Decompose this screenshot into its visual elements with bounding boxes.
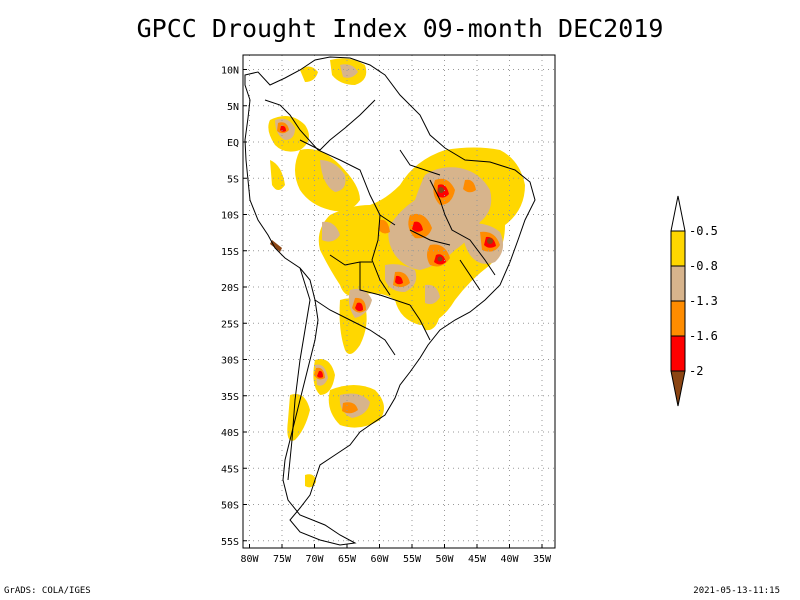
latitude-labels: 10N 5N EQ 5S 10S 15S 20S 25S 30S 35S 40S 45S 50S 55S [221,66,247,548]
lat-label: 15S [221,247,239,258]
coastline [244,56,536,546]
footer-timestamp: 2021-05-13-11:15 [693,586,780,596]
lat-label: 50S [221,501,239,512]
lat-label: 5N [227,102,239,113]
lon-label: 50W [435,554,454,565]
map-frame [242,54,556,549]
lon-label: 80W [240,554,259,565]
lat-label: 5S [227,174,239,185]
footer-credit: GrADS: COLA/IGES [4,586,91,596]
legend-bottom-cap [670,370,686,407]
legend-label-4: -1.6 [689,329,718,343]
lon-label: 55W [403,554,422,565]
legend-label-2: -0.8 [689,259,718,273]
lat-label: 25S [221,319,239,330]
lon-label: 35W [533,554,552,565]
map-title: GPCC Drought Index 09-month DEC2019 [136,14,664,43]
legend-swatch-tan [670,265,686,302]
lon-label: 40W [500,554,519,565]
legend-label-5: -2 [689,364,703,378]
lat-label: 10S [221,211,239,222]
lat-label: 20S [221,283,239,294]
map-gridlines [243,55,555,548]
legend-label-3: -1.3 [689,294,718,308]
lat-label: 40S [221,428,239,439]
lat-label: EQ [227,138,239,149]
legend-swatch-gold [670,230,686,267]
lat-label: 55S [221,537,239,548]
lat-label: 30S [221,356,239,367]
lat-label: 45S [221,464,239,475]
longitude-labels: 80W 75W 70W 65W 60W 55W 50W 45W 40W 35W [240,544,552,565]
lat-label: 10N [221,66,239,77]
legend-swatch-red [670,335,686,372]
lon-label: 65W [338,554,357,565]
legend-label-1: -0.5 [689,224,718,238]
lon-label: 45W [468,554,487,565]
lon-label: 70W [305,554,324,565]
legend-colorbar: -0.5 -0.8 -1.3 -1.6 -2 [670,195,718,407]
legend-top-cap [670,195,686,232]
drought-shading [268,58,525,488]
lat-label: 35S [221,392,239,403]
lon-label: 75W [273,554,292,565]
legend-swatch-orange [670,300,686,337]
lon-label: 60W [370,554,389,565]
